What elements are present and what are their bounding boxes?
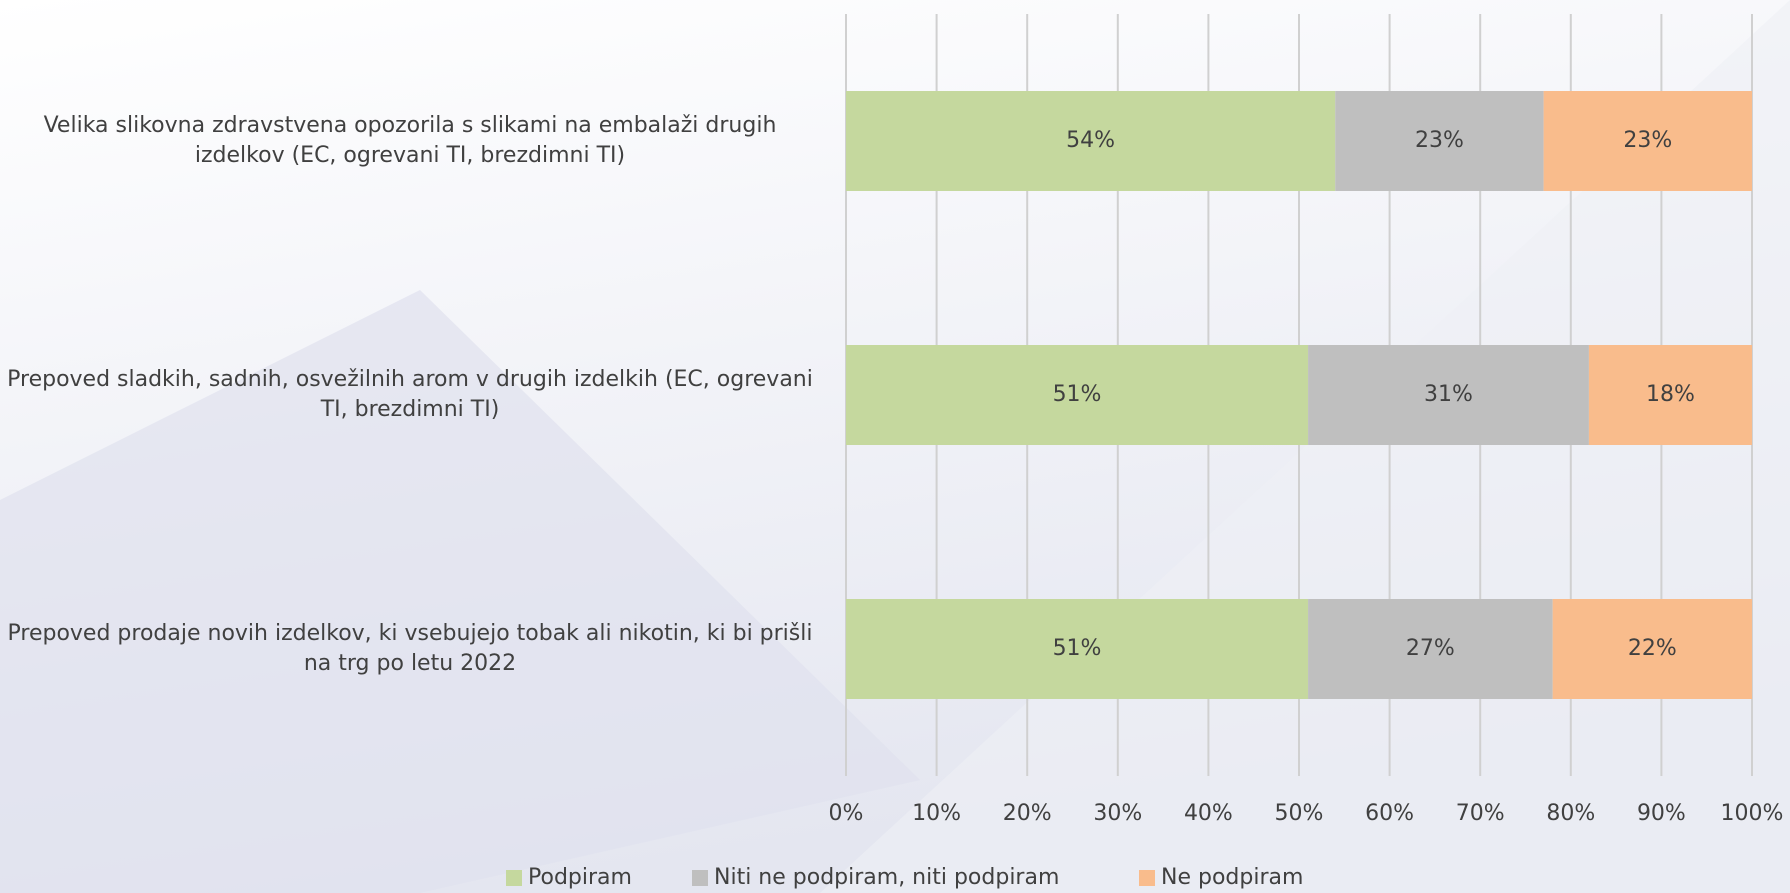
data-label: 31%	[1424, 382, 1473, 407]
category-label: Prepoved prodaje novih izdelkov, ki vseb…	[7, 621, 813, 676]
x-tick-label: 30%	[1093, 801, 1142, 826]
category-label: Prepoved sladkih, sadnih, osvežilnih aro…	[7, 367, 813, 422]
x-tick-label: 100%	[1721, 801, 1784, 826]
x-tick-label: 20%	[1003, 801, 1052, 826]
data-label: 27%	[1406, 636, 1455, 661]
data-label: 23%	[1415, 128, 1464, 153]
x-tick-label: 60%	[1365, 801, 1414, 826]
x-tick-label: 40%	[1184, 801, 1233, 826]
bar-segment	[1588, 345, 1752, 445]
legend-label: Ne podpiram	[1161, 865, 1303, 890]
data-label: 54%	[1066, 128, 1115, 153]
x-tick-label: 50%	[1275, 801, 1324, 826]
data-label: 23%	[1623, 128, 1672, 153]
data-label: 51%	[1053, 636, 1102, 661]
legend-swatch	[506, 870, 522, 886]
bar-segment	[846, 345, 1309, 445]
data-label: 22%	[1628, 636, 1677, 661]
bar-segment	[846, 599, 1309, 699]
bar-segment	[1308, 345, 1589, 445]
bar-segment	[1308, 599, 1553, 699]
data-label: 51%	[1053, 382, 1102, 407]
data-label: 18%	[1646, 382, 1695, 407]
background-shape	[0, 290, 920, 893]
x-tick-label: 90%	[1637, 801, 1686, 826]
x-tick-label: 70%	[1456, 801, 1505, 826]
x-tick-label: 80%	[1546, 801, 1595, 826]
bar-segment	[1543, 91, 1752, 191]
category-label: Velika slikovna zdravstvena opozorila s …	[43, 113, 777, 168]
legend-label: Podpiram	[528, 865, 632, 890]
x-tick-label: 0%	[829, 801, 864, 826]
bar-segment	[1552, 599, 1752, 699]
bar-segment	[1335, 91, 1544, 191]
x-tick-label: 10%	[912, 801, 961, 826]
legend-swatch	[1139, 870, 1155, 886]
legend-swatch	[692, 870, 708, 886]
legend-label: Niti ne podpiram, niti podpiram	[714, 865, 1059, 890]
bar-segment	[846, 91, 1336, 191]
